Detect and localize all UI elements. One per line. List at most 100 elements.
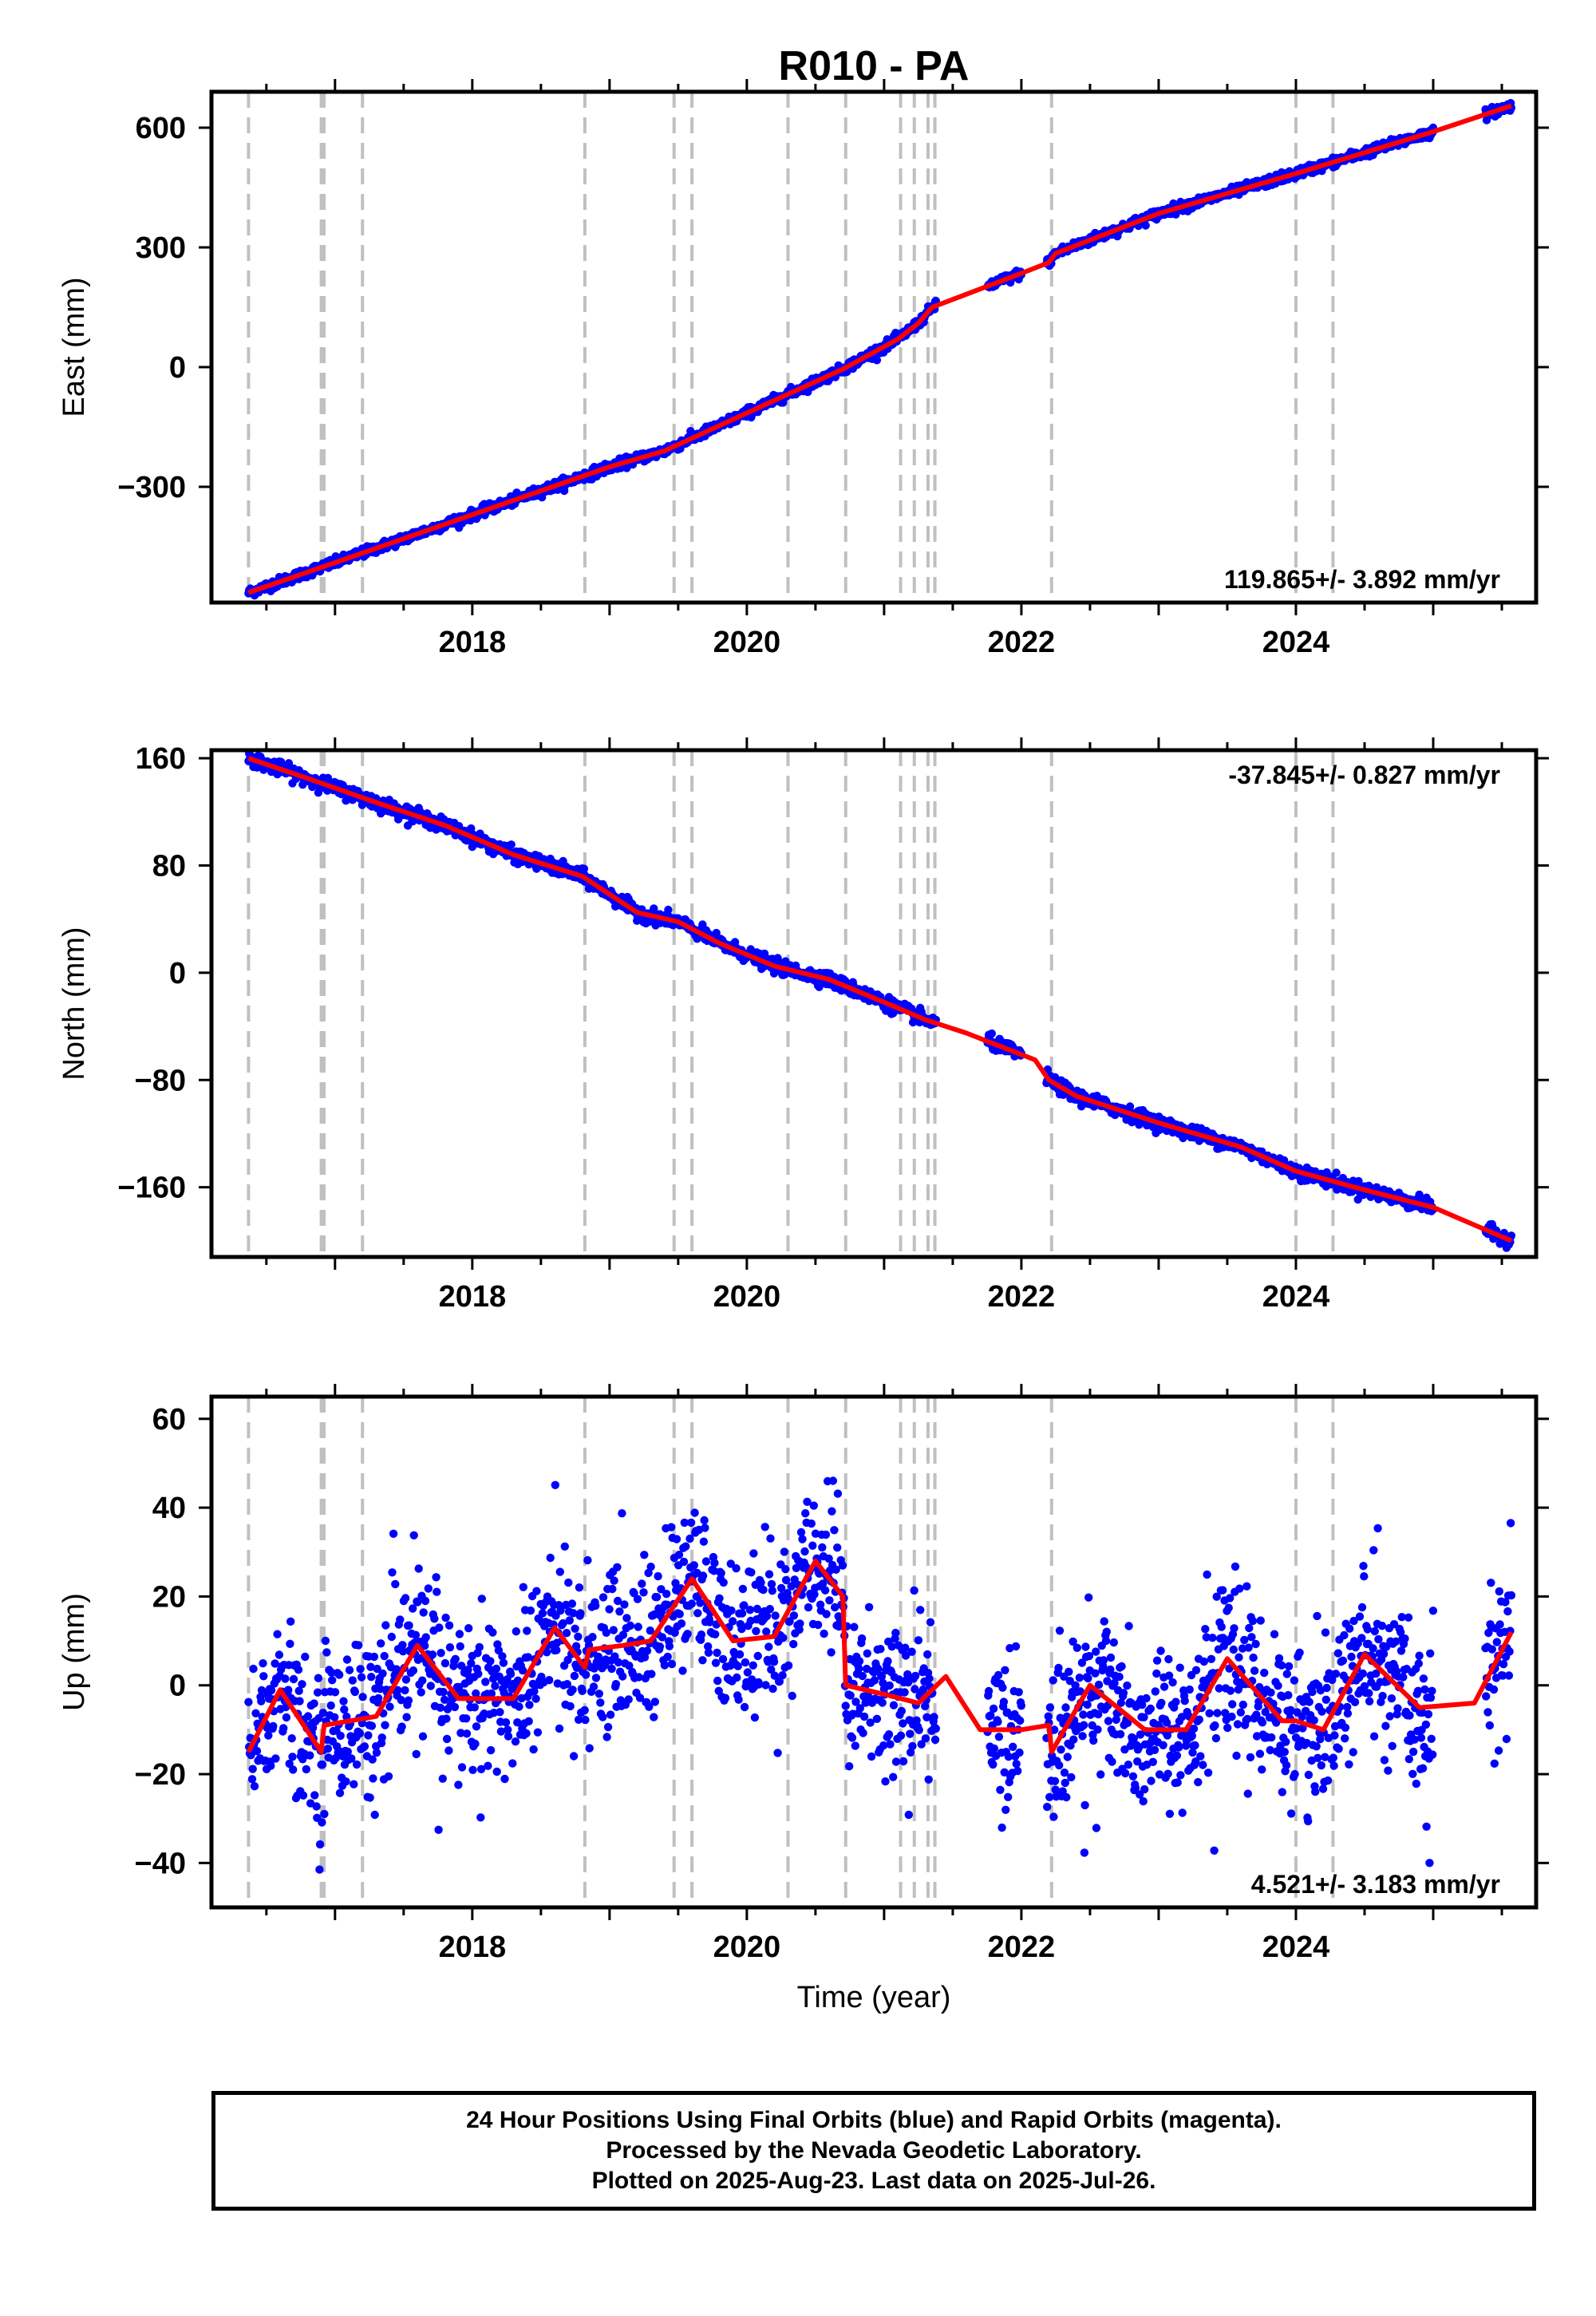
position-point (356, 1665, 365, 1674)
y-tick-label: −300 (117, 471, 186, 504)
position-point (426, 1682, 435, 1690)
position-point (462, 1729, 472, 1738)
position-point (377, 1733, 386, 1742)
position-point (414, 1564, 423, 1573)
position-point (672, 1535, 681, 1543)
position-point (566, 1701, 575, 1711)
position-point (546, 1553, 555, 1563)
position-point (396, 1615, 405, 1624)
position-point (773, 1749, 782, 1757)
position-point (589, 1682, 598, 1691)
position-point (508, 1759, 517, 1768)
position-point (813, 1620, 823, 1630)
position-point (766, 1534, 775, 1543)
position-point (250, 1782, 259, 1791)
position-point (315, 1840, 325, 1849)
position-point (872, 1714, 882, 1723)
position-point (667, 1659, 677, 1669)
position-point (298, 1791, 308, 1800)
x-tick-label: 2020 (713, 626, 781, 659)
position-point (618, 1672, 627, 1681)
position-point (384, 1772, 393, 1780)
position-point (445, 1643, 455, 1652)
position-point (650, 1713, 658, 1721)
position-point (828, 1476, 838, 1485)
position-point (287, 1734, 296, 1743)
position-point (747, 1568, 756, 1577)
position-point (462, 1714, 471, 1723)
position-point (511, 1737, 520, 1746)
position-point (820, 1586, 830, 1595)
position-point (745, 1606, 755, 1614)
position-point (624, 1695, 633, 1704)
position-point (859, 1712, 869, 1721)
position-point (598, 1713, 607, 1721)
position-point (606, 1710, 615, 1719)
position-point (257, 1697, 266, 1705)
position-point (401, 1686, 409, 1695)
position-point (500, 1774, 509, 1784)
position-point (310, 1699, 318, 1708)
position-point (507, 840, 516, 849)
position-point (481, 1678, 490, 1686)
position-point (284, 1686, 293, 1694)
position-point (690, 1508, 699, 1517)
position-point (863, 1649, 872, 1658)
position-point (846, 1691, 855, 1700)
position-point (660, 1661, 670, 1670)
y-tick-label: 80 (152, 849, 186, 883)
position-point (440, 1658, 450, 1668)
position-point (385, 1702, 394, 1711)
position-point (519, 1583, 527, 1591)
position-point (444, 1621, 454, 1630)
position-point (699, 1537, 709, 1546)
position-point (244, 1697, 253, 1706)
position-point (491, 1682, 500, 1690)
position-point (457, 1763, 467, 1772)
position-point (638, 1579, 646, 1588)
position-point (551, 1480, 559, 1490)
position-point (851, 1741, 860, 1750)
model-fit-line (247, 103, 1512, 595)
position-point (405, 1621, 413, 1630)
position-point (710, 1559, 719, 1567)
position-point (381, 1621, 390, 1630)
position-point (693, 1609, 702, 1618)
position-point (704, 1648, 713, 1657)
position-point (328, 1676, 337, 1685)
position-point (867, 1752, 876, 1761)
position-point (523, 1626, 531, 1635)
position-point (605, 1605, 614, 1614)
position-point (301, 1652, 310, 1662)
position-point (667, 1523, 676, 1531)
position-point (712, 928, 721, 938)
position-point (564, 1578, 573, 1587)
position-point (409, 1531, 418, 1540)
position-point (809, 1501, 818, 1510)
position-point (279, 1724, 288, 1733)
position-point (769, 1658, 779, 1666)
position-point (1332, 1168, 1341, 1177)
position-point (360, 1742, 369, 1751)
position-point (358, 1693, 367, 1701)
position-point (387, 1632, 396, 1642)
position-point (580, 1705, 589, 1715)
position-point (442, 1734, 452, 1744)
position-point (418, 1676, 427, 1685)
position-point (591, 1674, 601, 1682)
position-point (441, 1613, 450, 1622)
panel-frame (209, 89, 1539, 605)
position-point (367, 1721, 377, 1730)
position-point (526, 1606, 535, 1615)
position-point (689, 1561, 698, 1570)
position-point (339, 1697, 348, 1705)
position-point (779, 1634, 788, 1642)
position-point (801, 1509, 810, 1518)
position-point (418, 1732, 428, 1741)
position-point (476, 1813, 485, 1822)
position-point (686, 1518, 696, 1528)
position-point (552, 1646, 561, 1654)
position-point (679, 1557, 689, 1567)
y-tick-label: −160 (117, 1172, 186, 1205)
position-point (369, 1652, 379, 1662)
